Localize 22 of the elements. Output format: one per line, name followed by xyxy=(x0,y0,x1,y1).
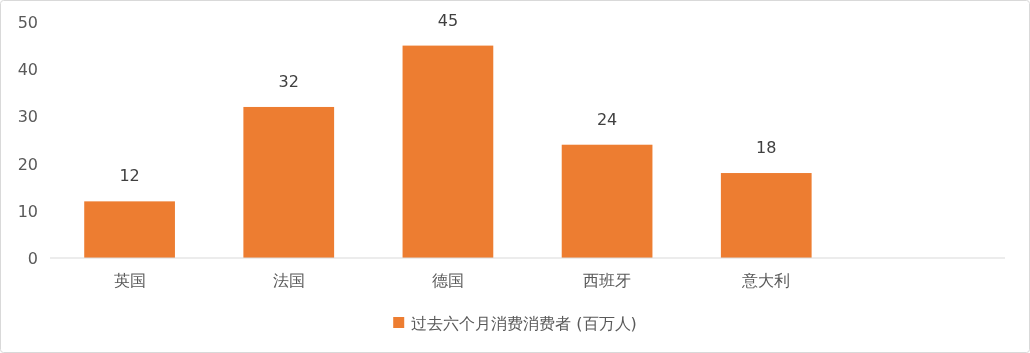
data-label: 32 xyxy=(278,71,299,91)
x-tick-label: 德国 xyxy=(431,271,464,290)
x-tick-label: 法国 xyxy=(272,271,305,290)
x-tick-label: 西班牙 xyxy=(583,271,632,290)
bar xyxy=(243,106,335,258)
y-tick-label: 30 xyxy=(17,107,38,127)
bar xyxy=(561,144,653,258)
y-tick-label: 0 xyxy=(27,249,38,268)
x-tick-label: 意大利 xyxy=(741,271,791,290)
y-tick-label: 50 xyxy=(17,13,38,32)
data-label: 12 xyxy=(119,166,140,186)
x-tick-label: 英国 xyxy=(113,271,146,290)
data-label: 45 xyxy=(437,10,459,30)
y-tick-label: 20 xyxy=(17,154,38,174)
data-label: 18 xyxy=(756,138,777,158)
data-label: 24 xyxy=(596,109,618,129)
bar xyxy=(402,45,494,258)
bar xyxy=(720,173,812,258)
legend-label: 过去六个月消费消费者 (百万人) xyxy=(411,314,637,333)
y-tick-label: 40 xyxy=(17,60,38,80)
y-tick-label: 10 xyxy=(17,201,38,221)
bar xyxy=(84,201,175,258)
